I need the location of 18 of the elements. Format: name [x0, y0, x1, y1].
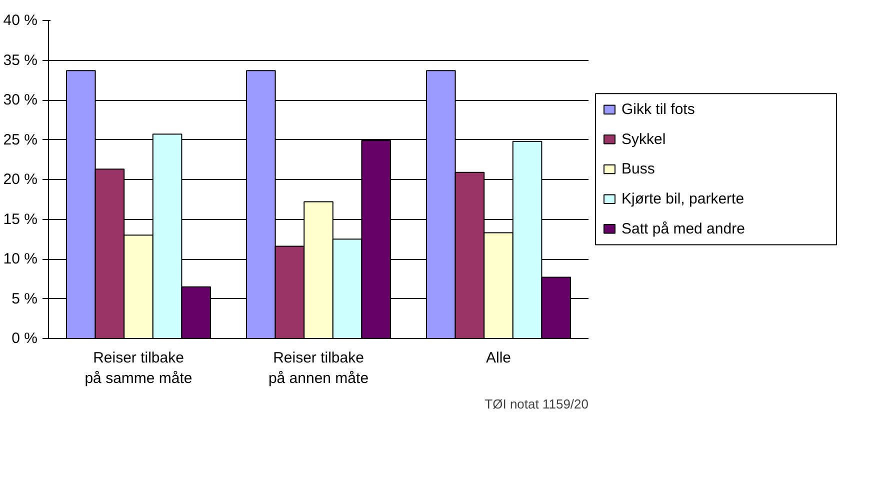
y-tick-label: 5 % [12, 290, 38, 308]
y-tick-label: 40 % [3, 12, 38, 29]
legend-label: Buss [622, 160, 655, 178]
x-tick-label: Reiser tilbake på samme måte [84, 350, 192, 387]
text: TØI notat 1159/20 [484, 396, 589, 412]
y-tick-label: 0 % [12, 330, 38, 347]
y-tick-label: 30 % [3, 92, 38, 108]
legend-label: Satt på med andre [622, 220, 745, 238]
y-tick-label: 25 % [3, 131, 38, 148]
y-tick-label: 35 % [3, 52, 38, 69]
x-tick-label: Reiser tilbake på annen måte [268, 350, 369, 387]
y-tick-label: 15 % [3, 210, 38, 228]
legend-label: Gikk til fots [622, 101, 695, 118]
x-tick-label: Alle [486, 350, 512, 366]
legend-label: Sykkel [622, 130, 666, 148]
y-tick-label: 10 % [3, 250, 38, 268]
y-tick-label: 20 % [3, 171, 38, 188]
legend-label: Kjørte bil, parkerte [622, 190, 744, 208]
